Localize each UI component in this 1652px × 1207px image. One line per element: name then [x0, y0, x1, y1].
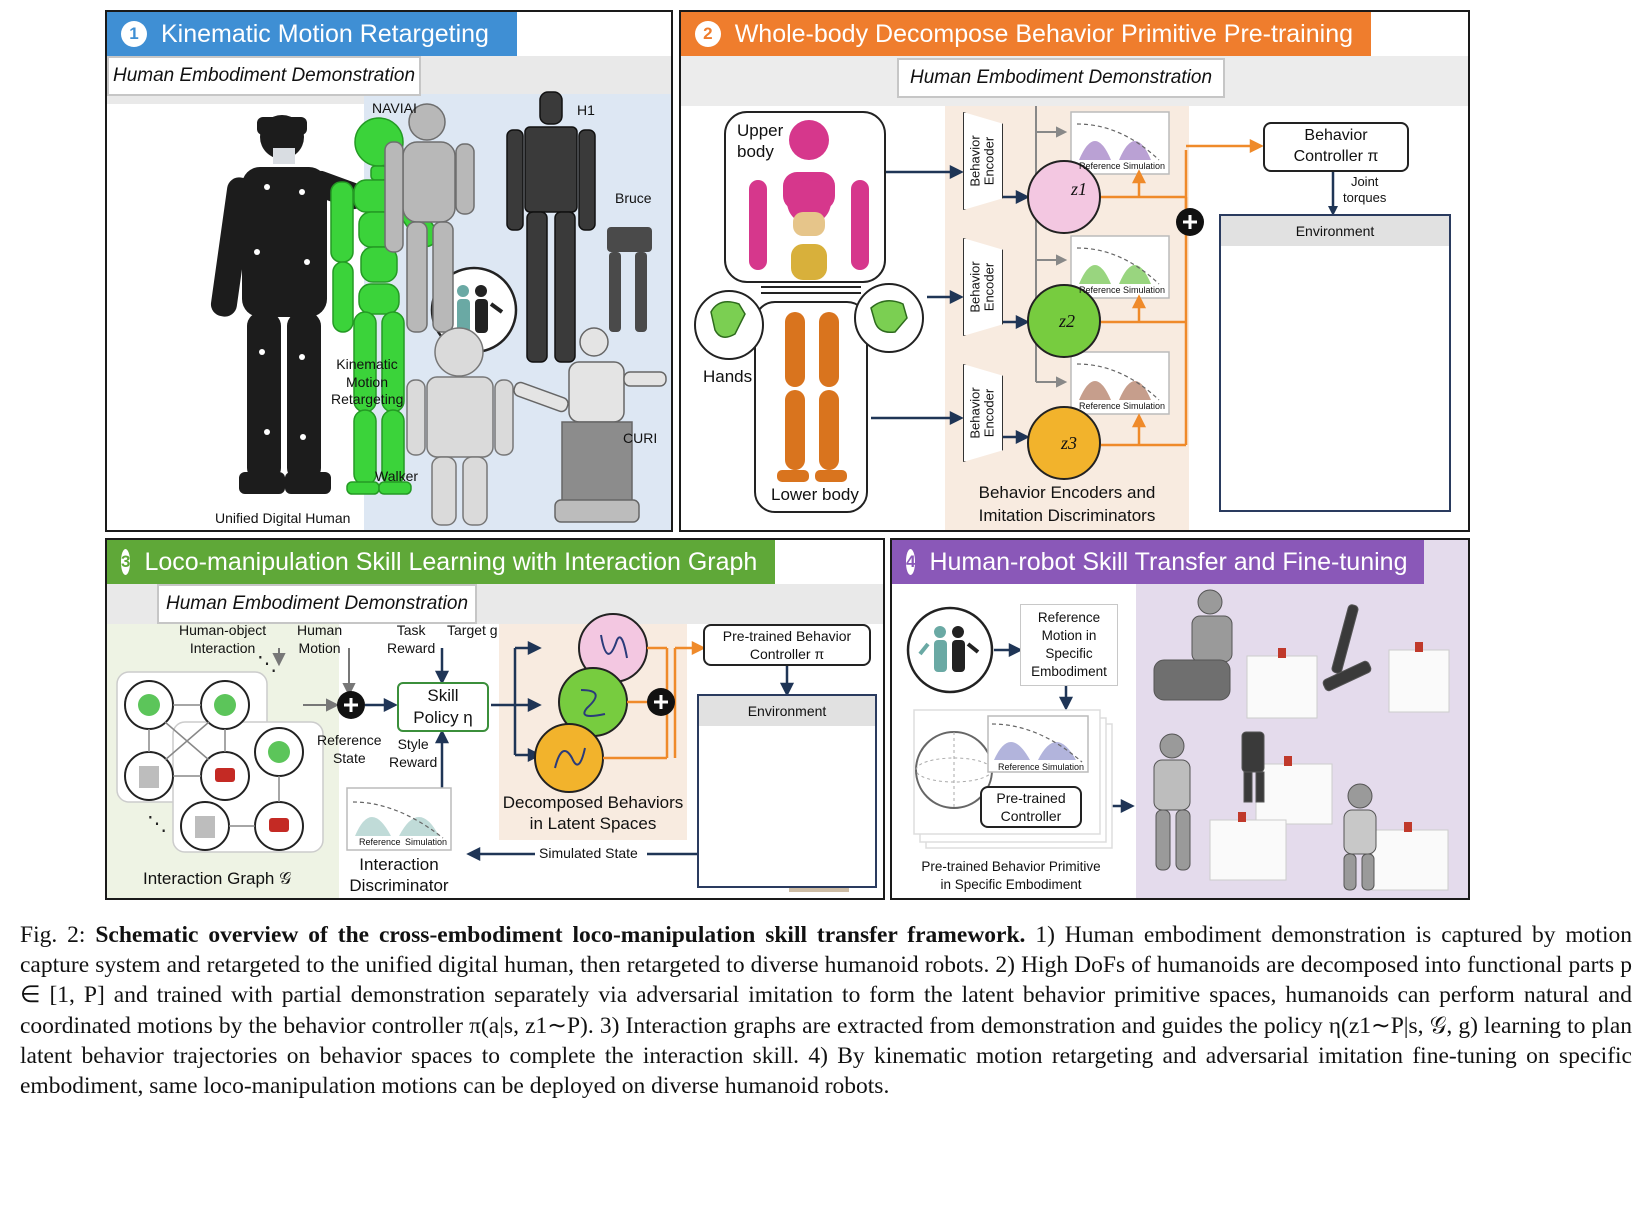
panel2-number: 2: [695, 21, 721, 47]
simulated-state-label: Simulated State: [535, 845, 642, 863]
panel1-number: 1: [121, 21, 147, 47]
caption-prefix: Fig. 2:: [20, 922, 86, 948]
behavior-encoder-3: Behavior Encoder: [963, 364, 1003, 462]
encoders-caption: Behavior Encoders and Imitation Discrimi…: [978, 483, 1156, 525]
interaction-disc-label: Interaction Discriminator: [349, 855, 449, 896]
unified-human-label: Unified Digital Human: [215, 510, 351, 526]
caption-bold: Schematic overview of the cross-embodime…: [95, 922, 1026, 948]
walker-robot: [406, 327, 514, 526]
panel-kinematic-retargeting: 1 Kinematic Motion Retargeting Human Emb…: [105, 10, 673, 532]
disc-chart-1: [1070, 111, 1170, 175]
reference-state-label: Reference State: [317, 732, 382, 766]
chart3-ref-label: Reference: [1079, 401, 1121, 411]
target-label: Target g: [447, 622, 498, 638]
joint-torques-label: Joint torques: [1343, 174, 1387, 206]
behavior-controller-box: Behavior Controller π: [1263, 122, 1409, 172]
mocap-human-figure: [210, 115, 367, 494]
disc-chart-4: [987, 715, 1089, 773]
pretrained-behavior-controller-box: Pre-trained Behavior Controller π: [703, 624, 871, 666]
hand-icon-right: [870, 300, 908, 334]
upper-body-label: Upper body: [737, 121, 784, 162]
curi-robot: [513, 327, 667, 523]
latent-label-z2: z2: [1059, 311, 1076, 331]
disc-ref-label: Reference: [359, 837, 401, 847]
panel1-figures: [210, 91, 667, 526]
lower-body-figure: [777, 312, 847, 482]
latent-sphere-z3: [1027, 406, 1101, 480]
panel-behavior-pretraining: 2 Whole-body Decompose Behavior Primitiv…: [679, 10, 1470, 532]
disc-chart-3: [1070, 351, 1170, 415]
panel3-environment: Environment: [697, 694, 877, 888]
latent-label-z3: z3: [1061, 433, 1078, 453]
decomposed-behaviors-label: Decomposed Behaviors in Latent Spaces: [502, 793, 684, 834]
skill-policy-box: Skill Policy η: [397, 682, 489, 732]
interaction-disc-chart: [346, 787, 452, 851]
panel-skill-transfer: 4 Human-robot Skill Transfer and Fine-tu…: [890, 538, 1470, 900]
panel3-demo-label: Human Embodiment Demonstration: [157, 584, 477, 624]
p4-ref-label: Reference: [998, 762, 1040, 772]
human-object-label: Human-object Interaction: [179, 622, 267, 656]
panel2-environment: Environment: [1219, 214, 1451, 512]
panel1-title-bar: 1 Kinematic Motion Retargeting: [107, 12, 517, 56]
disc-chart-2: [1070, 235, 1170, 299]
panel1-demo-label: Human Embodiment Demonstration: [107, 56, 421, 96]
hands-label: Hands: [703, 367, 753, 386]
bruce-robot: [607, 227, 652, 332]
h1-robot: [506, 91, 596, 363]
behavior-encoder-2: Behavior Encoder: [963, 238, 1003, 336]
panel2-title: Whole-body Decompose Behavior Primitive …: [734, 19, 1353, 48]
retargeting-label: Kinematic Motion Retargeting: [331, 356, 404, 407]
robot-label-naviai: NAVIAI: [372, 100, 417, 116]
behavior-encoder-1: Behavior Encoder: [963, 112, 1003, 210]
hand-icon-left: [710, 301, 746, 338]
interaction-graph-label: Interaction Graph 𝒢: [143, 869, 292, 888]
chart3-sim-label: Simulation: [1123, 401, 1166, 411]
chart2-ref-label: Reference: [1079, 285, 1121, 295]
chart2-sim-label: Simulation: [1123, 285, 1166, 295]
robot-label-bruce: Bruce: [615, 190, 652, 206]
disc-sim-label: Simulation: [405, 837, 448, 847]
svg-text:⋱: ⋱: [147, 813, 167, 835]
robot-label-curi: CURI: [623, 430, 658, 446]
p4-sim-label: Simulation: [1042, 762, 1085, 772]
encoder-3-label: Behavior Encoder: [967, 387, 997, 439]
robot-label-h1: H1: [577, 102, 595, 118]
figure-caption: Fig. 2: Schematic overview of the cross-…: [20, 920, 1632, 1101]
caption-text: 1) Human embodiment demonstration is cap…: [20, 922, 1632, 1100]
panel3-title-bar: 3 Loco-manipulation Skill Learning with …: [107, 540, 775, 584]
panel4-title: Human-robot Skill Transfer and Fine-tuni…: [929, 547, 1408, 576]
panel2-environment-header: Environment: [1221, 216, 1449, 246]
latent-label-z1: z1: [1071, 179, 1088, 199]
svg-text:⋱: ⋱: [257, 653, 277, 675]
encoder-2-label: Behavior Encoder: [967, 261, 997, 313]
naviai-robot: [384, 103, 475, 333]
chart1-sim-label: Simulation: [1123, 161, 1166, 171]
panel3-title: Loco-manipulation Skill Learning with In…: [144, 547, 758, 576]
style-reward-label: Style Reward: [389, 736, 438, 770]
panel4-title-bar: 4 Human-robot Skill Transfer and Fine-tu…: [892, 540, 1424, 584]
reference-motion-box: Reference Motion in Specific Embodiment: [1020, 604, 1118, 686]
panel3-environment-header: Environment: [699, 696, 875, 726]
panel-skill-learning: 3 Loco-manipulation Skill Learning with …: [105, 538, 885, 900]
panel1-title: Kinematic Motion Retargeting: [161, 19, 489, 48]
lower-body-label: Lower body: [771, 485, 859, 504]
upper-body-figure: [749, 120, 869, 280]
chart1-ref-label: Reference: [1079, 161, 1121, 171]
panel2-title-bar: 2 Whole-body Decompose Behavior Primitiv…: [681, 12, 1371, 56]
latent-sphere-z1: [1027, 160, 1101, 234]
primitive-caption: Pre-trained Behavior Primitive in Specif…: [921, 859, 1101, 892]
encoder-1-label: Behavior Encoder: [967, 135, 997, 187]
transfer-scene-robots: [1153, 589, 1450, 891]
human-motion-label: Human Motion: [297, 622, 343, 656]
task-reward-label: Task Reward: [387, 622, 436, 656]
panel4-diagram: [906, 589, 1450, 891]
pretrained-controller-box: Pre-trained Controller: [980, 786, 1082, 828]
panel2-demo-label: Human Embodiment Demonstration: [897, 58, 1225, 98]
panel4-number: 4: [906, 549, 916, 575]
robot-label-walker: Walker: [375, 468, 419, 484]
panel3-number: 3: [121, 549, 131, 575]
latent-sphere-z2: [1027, 284, 1101, 358]
